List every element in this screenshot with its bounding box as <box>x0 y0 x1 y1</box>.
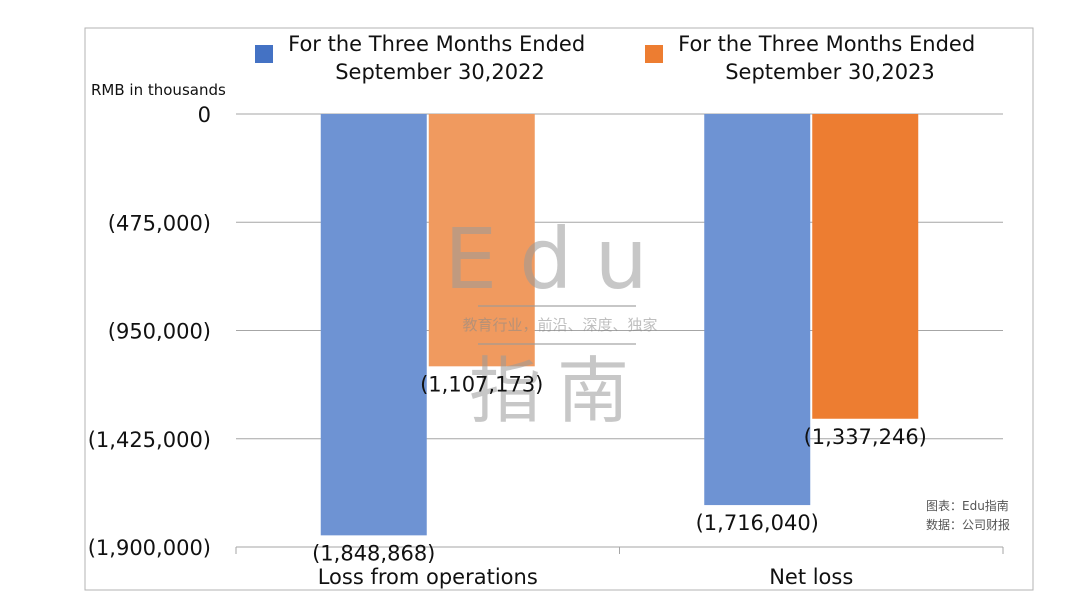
bars-layer <box>320 114 919 536</box>
y-tick-label: (1,900,000) <box>88 536 211 560</box>
bar-2023-loss-from-operations <box>428 114 535 367</box>
y-tick-label: 0 <box>198 103 211 127</box>
legend: For the Three Months Ended September 30,… <box>255 32 982 84</box>
y-tick-label: (475,000) <box>108 211 211 235</box>
bar-2022-net-loss <box>704 114 811 506</box>
legend-label-2022-line1: For the Three Months Ended <box>288 32 585 56</box>
credit-line-1: 图表：Edu指南 <box>926 498 1009 513</box>
labels-layer: 0 (475,000) (950,000) (1,425,000) (1,900,000… <box>88 103 927 589</box>
x-category-label: Loss from operations <box>318 565 538 589</box>
y-tick-label: (950,000) <box>108 320 211 344</box>
y-tick-label: (1,425,000) <box>88 428 211 452</box>
legend-label-2022: For the Three Months Ended September 30,… <box>288 32 592 84</box>
unit-label: RMB in thousands <box>91 81 226 99</box>
bar-2023-net-loss <box>812 114 919 419</box>
watermark-tagline: 教育行业，前沿、深度、独家 <box>462 316 657 334</box>
data-label: (1,337,246) <box>804 425 927 449</box>
bar-2022-loss-from-operations <box>320 114 427 536</box>
watermark: Edu 教育行业，前沿、深度、独家 指南 <box>444 210 670 433</box>
watermark-word: Edu <box>444 210 670 308</box>
legend-label-2022-line2: September 30,2022 <box>335 60 545 84</box>
credit-line-2: 数据：公司财报 <box>926 517 1010 532</box>
legend-label-2023: For the Three Months Ended September 30,… <box>678 32 982 84</box>
watermark-hanzi: 指南 <box>469 349 645 433</box>
legend-swatch-2023 <box>645 45 663 63</box>
data-label: (1,716,040) <box>696 511 819 535</box>
x-category-label: Net loss <box>769 565 853 589</box>
legend-label-2023-line1: For the Three Months Ended <box>678 32 975 56</box>
legend-swatch-2022 <box>255 45 273 63</box>
legend-label-2023-line2: September 30,2023 <box>725 60 935 84</box>
data-label: (1,848,868) <box>312 541 435 565</box>
data-label: (1,107,173) <box>420 372 543 396</box>
